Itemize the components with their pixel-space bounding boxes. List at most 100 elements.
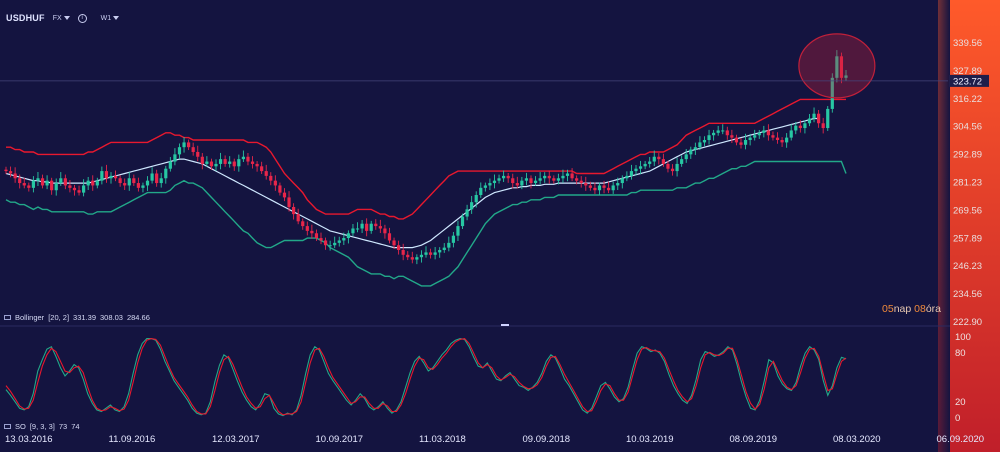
candle-up bbox=[360, 223, 364, 229]
candle-up bbox=[748, 137, 752, 141]
candle-up bbox=[465, 209, 469, 217]
candle-up bbox=[173, 154, 177, 162]
candle-down bbox=[4, 169, 8, 172]
candle-up bbox=[31, 180, 35, 188]
indicator-settings-icon[interactable] bbox=[4, 424, 11, 429]
panel-resize-handle[interactable] bbox=[501, 324, 509, 326]
candle-down bbox=[310, 230, 314, 234]
price-tick-label: 339.56 bbox=[953, 38, 982, 49]
candle-down bbox=[607, 187, 611, 191]
candle-down bbox=[515, 183, 519, 186]
chart-header: USDHUF FX i W1 bbox=[6, 10, 120, 26]
candle-up bbox=[684, 154, 688, 160]
candle-down bbox=[734, 137, 739, 143]
candle-up bbox=[689, 149, 693, 155]
indicator-settings-icon[interactable] bbox=[4, 315, 11, 320]
candle-up bbox=[164, 168, 168, 179]
candle-up bbox=[59, 178, 63, 184]
candle-up bbox=[109, 175, 113, 179]
candle-up bbox=[415, 257, 419, 260]
bollinger-lower-value: 284.66 bbox=[126, 313, 150, 322]
candle-down bbox=[63, 178, 67, 186]
candle-up bbox=[451, 235, 455, 243]
candle-down bbox=[730, 135, 734, 138]
candle-up bbox=[100, 171, 104, 181]
candle-up bbox=[127, 178, 131, 186]
candle-up bbox=[337, 240, 341, 243]
candle-up bbox=[693, 147, 697, 150]
candle-up bbox=[629, 171, 634, 176]
market-dropdown[interactable]: FX bbox=[53, 15, 70, 22]
candle-up bbox=[625, 175, 629, 179]
candle-down bbox=[593, 187, 597, 191]
symbol-label[interactable]: USDHUF bbox=[6, 13, 45, 23]
date-tick-label: 08.09.2019 bbox=[730, 434, 778, 445]
candle-up bbox=[707, 135, 711, 141]
candle-up bbox=[543, 175, 547, 179]
candle-up bbox=[648, 161, 652, 164]
candle-down bbox=[670, 168, 675, 172]
timeframe-dropdown[interactable]: W1 bbox=[101, 15, 120, 22]
candle-down bbox=[401, 250, 405, 255]
bollinger-legend[interactable]: Bollinger [20, 2] 331.39 308.03 284.66 bbox=[4, 313, 150, 322]
candle-down bbox=[319, 238, 323, 241]
market-label: FX bbox=[52, 14, 62, 22]
candle-down bbox=[428, 252, 433, 255]
candle-down bbox=[798, 125, 802, 129]
candle-down bbox=[18, 178, 22, 184]
candle-up bbox=[743, 140, 748, 145]
date-tick-label: 12.03.2017 bbox=[212, 434, 260, 445]
stochastic-d-line bbox=[5, 338, 847, 416]
stochastic-tick-label: 80 bbox=[955, 348, 966, 359]
candle-down bbox=[323, 240, 328, 246]
candle-down bbox=[292, 206, 296, 215]
candle-down bbox=[13, 173, 17, 179]
countdown-days: 05 bbox=[882, 303, 894, 315]
candle-down bbox=[223, 159, 227, 164]
candle-down bbox=[246, 156, 250, 162]
price-tick-label: 292.89 bbox=[953, 150, 982, 161]
candle-up bbox=[762, 130, 766, 133]
bollinger-upper-value: 331.39 bbox=[73, 313, 96, 322]
candle-up bbox=[830, 77, 834, 109]
candle-down bbox=[260, 166, 264, 172]
bollinger-middle-value: 308.03 bbox=[100, 313, 123, 322]
candle-down bbox=[506, 175, 510, 179]
countdown-hours: 08 bbox=[914, 303, 926, 315]
price-tick-label: 281.23 bbox=[953, 178, 982, 189]
stochastic-tick-label: 20 bbox=[955, 397, 966, 408]
candle-down bbox=[383, 228, 387, 234]
candle-down bbox=[187, 142, 191, 148]
candle-down bbox=[766, 130, 770, 136]
candle-up bbox=[470, 202, 474, 210]
candle-up bbox=[433, 252, 437, 255]
candle-countdown: 05nap 08óra bbox=[882, 303, 941, 315]
countdown-days-unit: nap bbox=[893, 303, 912, 315]
info-icon[interactable]: i bbox=[77, 13, 87, 23]
price-tick-label: 304.56 bbox=[953, 122, 982, 133]
candle-down bbox=[579, 180, 583, 184]
candle-down bbox=[200, 156, 204, 164]
candle-down bbox=[22, 183, 26, 186]
candle-up bbox=[753, 135, 757, 138]
bollinger-lower-line bbox=[5, 160, 847, 287]
candle-up bbox=[844, 75, 848, 78]
bollinger-params: [20, 2] bbox=[48, 313, 70, 322]
candle-down bbox=[775, 137, 780, 141]
candle-down bbox=[725, 130, 729, 136]
candle-down bbox=[657, 156, 661, 160]
candle-up bbox=[520, 180, 524, 186]
stochastic-d-value: 74 bbox=[71, 422, 80, 431]
date-tick-label: 09.09.2018 bbox=[523, 434, 571, 445]
stochastic-legend[interactable]: SO [9, 3, 3] 73 74 bbox=[4, 422, 80, 431]
price-tick-label: 316.22 bbox=[953, 94, 982, 105]
candle-up bbox=[342, 238, 346, 241]
candle-down bbox=[305, 226, 309, 231]
candle-down bbox=[365, 223, 369, 231]
candle-up bbox=[483, 185, 487, 188]
candle-down bbox=[282, 192, 287, 198]
candle-up bbox=[45, 180, 49, 186]
candle-up bbox=[497, 178, 501, 181]
